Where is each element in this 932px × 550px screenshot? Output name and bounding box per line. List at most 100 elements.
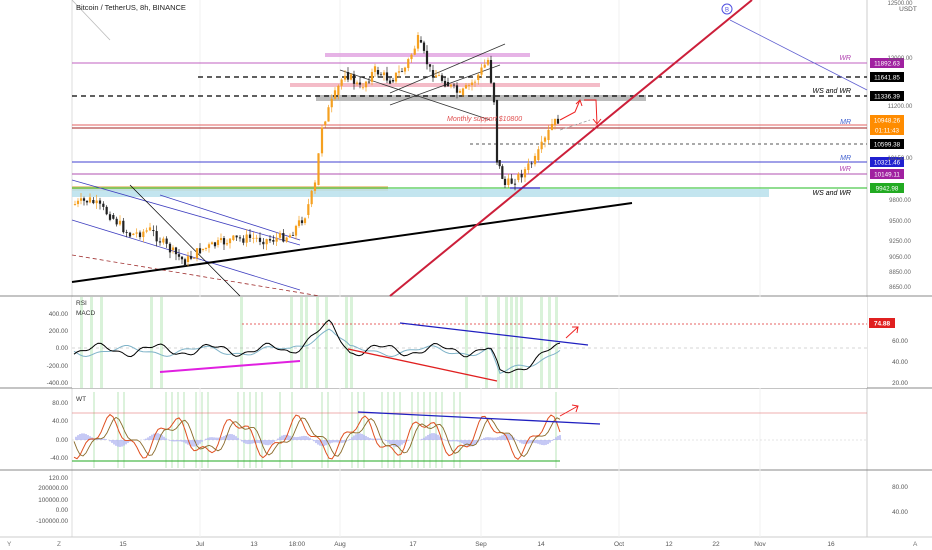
time-axis-ticks: 15 Jul 13 18:00 Aug 17 Sep 14 Oct 12 22 Nov 16 xyxy=(119,541,835,548)
dotted-forecast xyxy=(559,119,591,131)
red-support-trend xyxy=(389,0,753,297)
rsi-bar xyxy=(515,297,518,388)
arrow-down-1-head xyxy=(592,118,602,125)
candle-body xyxy=(452,84,456,86)
note-wr-low: WR xyxy=(839,166,851,173)
candle-body xyxy=(128,232,132,237)
price-tag: 10948.26 xyxy=(874,118,901,125)
main-y-tick: 11200.00 xyxy=(888,104,913,110)
candle-body xyxy=(125,232,128,233)
candle-body xyxy=(189,256,193,259)
candle-body xyxy=(207,244,211,248)
candle-body xyxy=(255,237,258,239)
rsi-div-magenta xyxy=(159,360,301,373)
candle-body xyxy=(333,90,337,99)
wt-div-blue xyxy=(357,411,601,425)
candle-body xyxy=(320,127,324,154)
candle-body xyxy=(382,72,386,76)
wt-left-tick: 0.00 xyxy=(56,437,69,444)
candle-body xyxy=(556,118,560,124)
x-tick-label: 15 xyxy=(119,541,127,548)
candle-body xyxy=(204,247,208,249)
candle-body xyxy=(501,166,504,179)
rsi-value-tag-bg xyxy=(869,318,895,328)
candlesticks xyxy=(73,32,560,267)
candle-body xyxy=(112,215,115,219)
candle-body xyxy=(467,85,471,86)
price-tag-bg xyxy=(870,169,904,179)
price-tag: 11892.63 xyxy=(874,61,900,68)
news-marker-icon[interactable] xyxy=(721,3,733,15)
rsi-div-blue xyxy=(399,322,589,346)
price-tag-bg xyxy=(870,125,904,135)
toolbar-auto-btn[interactable]: A xyxy=(913,541,918,548)
candle-body xyxy=(550,123,554,130)
candle-body xyxy=(105,206,108,215)
main-y-ticks: 12500.00 12000.00 11200.00 10150.00 9800.00 9… xyxy=(887,1,913,291)
candle-body xyxy=(413,48,416,55)
candle-body xyxy=(88,197,92,203)
main-y-tick: 9250.00 xyxy=(889,239,911,245)
rsi-green-bars xyxy=(80,297,558,388)
bottom-right-tick: 40.00 xyxy=(892,509,908,516)
rsi-bar xyxy=(300,297,303,388)
rsi-bar xyxy=(540,297,543,388)
bottom-left-tick: 100000.00 xyxy=(38,497,68,504)
toolbar-left-btn[interactable]: Y xyxy=(7,541,12,548)
x-tick-label: 17 xyxy=(409,541,417,548)
x-tick-label: Oct xyxy=(614,541,624,548)
candle-body xyxy=(198,248,202,254)
candle-body xyxy=(135,232,138,234)
candle-body xyxy=(422,42,426,51)
rsi-right-ticks: 60.00 40.00 20.00 xyxy=(892,338,908,387)
candle-body xyxy=(489,60,493,83)
candle-body xyxy=(285,237,288,242)
candle-body xyxy=(216,240,220,245)
candle-body xyxy=(210,242,214,245)
candle-body xyxy=(543,137,547,142)
rsi-bar xyxy=(316,297,319,388)
wt-label: WT xyxy=(76,396,86,403)
rsi-value-tag: 74.88 xyxy=(874,321,891,328)
candle-body xyxy=(403,67,407,72)
price-tag: 11641.85 xyxy=(874,75,900,82)
rsi-label: RSI xyxy=(76,300,87,307)
candle-body xyxy=(122,220,125,233)
candle-body xyxy=(358,82,362,85)
candle-body xyxy=(288,235,292,238)
toolbar-left-btn2[interactable]: Z xyxy=(57,541,61,548)
candle-body xyxy=(464,85,468,89)
candle-body xyxy=(258,237,262,242)
candle-body xyxy=(297,220,301,226)
x-tick-label: Aug xyxy=(334,541,346,548)
rsi-signal-line xyxy=(73,328,561,374)
candle-body xyxy=(517,173,520,180)
candle-body xyxy=(118,220,122,225)
candle-body xyxy=(416,35,420,49)
candle-body xyxy=(148,227,152,231)
candle-body xyxy=(265,239,268,245)
rsi-bar xyxy=(80,297,83,388)
rsi-bar xyxy=(485,297,488,388)
rsi-arrow-head xyxy=(572,326,579,334)
candle-body xyxy=(455,85,459,93)
horizontal-levels xyxy=(72,62,867,189)
rsi-bar xyxy=(290,297,293,388)
blue-down-trend xyxy=(729,19,868,91)
candle-body xyxy=(165,238,168,244)
candle-body xyxy=(138,232,142,238)
candle-body xyxy=(440,75,444,81)
note-mr-2: MR xyxy=(840,155,851,162)
arrow-down-1 xyxy=(584,99,598,125)
currency-label: USDT xyxy=(899,6,917,13)
bottom-left-tick: 120.00 xyxy=(49,475,69,482)
candle-body xyxy=(352,74,356,84)
wt2-line xyxy=(73,416,561,458)
wedge-upper xyxy=(389,43,506,94)
candle-body xyxy=(397,71,401,73)
rsi-macd-pane: RSI MACD 400.00200.000.00-200.00-400.00 … xyxy=(47,297,908,388)
candle-body xyxy=(272,240,275,242)
price-tag: 11336.39 xyxy=(874,94,900,101)
rsi-bar xyxy=(548,297,551,388)
